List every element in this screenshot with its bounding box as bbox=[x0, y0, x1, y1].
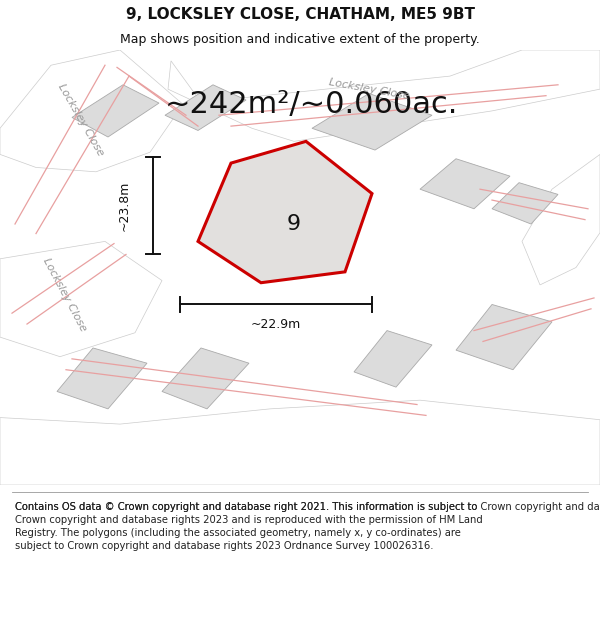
Polygon shape bbox=[162, 348, 249, 409]
Text: Locksley Close: Locksley Close bbox=[41, 256, 88, 333]
Text: Contains OS data © Crown copyright and database right 2021. This information is : Contains OS data © Crown copyright and d… bbox=[15, 502, 483, 551]
Polygon shape bbox=[522, 154, 600, 285]
Polygon shape bbox=[168, 50, 600, 141]
Text: ~242m²/~0.060ac.: ~242m²/~0.060ac. bbox=[165, 90, 458, 119]
Polygon shape bbox=[72, 85, 159, 137]
Polygon shape bbox=[0, 241, 162, 357]
Text: 9: 9 bbox=[287, 214, 301, 234]
Text: Contains OS data © Crown copyright and database right 2021. This information is : Contains OS data © Crown copyright and d… bbox=[15, 502, 600, 512]
Polygon shape bbox=[420, 159, 510, 209]
Polygon shape bbox=[354, 331, 432, 387]
Polygon shape bbox=[198, 141, 372, 282]
Polygon shape bbox=[312, 94, 432, 150]
Polygon shape bbox=[165, 85, 246, 131]
Text: ~22.9m: ~22.9m bbox=[251, 318, 301, 331]
Polygon shape bbox=[0, 400, 600, 485]
Polygon shape bbox=[456, 304, 552, 370]
Text: ~23.8m: ~23.8m bbox=[118, 181, 131, 231]
Polygon shape bbox=[0, 50, 183, 172]
Text: 9, LOCKSLEY CLOSE, CHATHAM, ME5 9BT: 9, LOCKSLEY CLOSE, CHATHAM, ME5 9BT bbox=[125, 6, 475, 21]
Polygon shape bbox=[492, 182, 558, 224]
Text: Map shows position and indicative extent of the property.: Map shows position and indicative extent… bbox=[120, 32, 480, 46]
Text: Locksley Close: Locksley Close bbox=[56, 82, 106, 158]
Text: Locksley Close: Locksley Close bbox=[328, 77, 410, 101]
Polygon shape bbox=[57, 348, 147, 409]
